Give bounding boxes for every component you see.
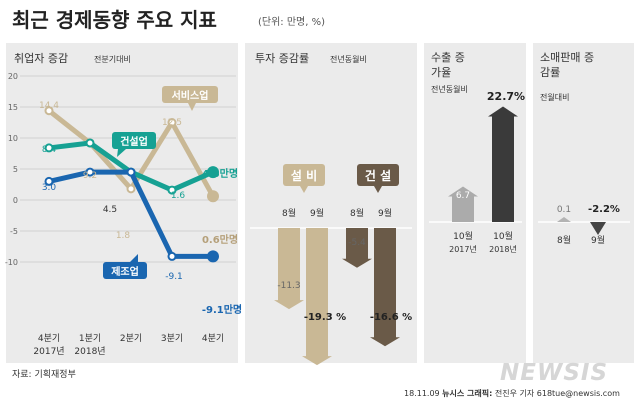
y-tick-label-6: -10 — [5, 258, 18, 267]
x-tick-label-4: 4분기 — [202, 333, 224, 344]
legend-construction: 건설업 — [120, 135, 148, 148]
retail-cat-0: 8월 — [557, 234, 571, 246]
legend-services-pointer — [188, 103, 196, 111]
point-1-4 — [207, 166, 219, 179]
group-badge-1-pointer — [374, 186, 382, 193]
export-cat-year-1: 2018년 — [489, 244, 517, 254]
group-badge-0-bg — [283, 164, 325, 186]
data-label-0-0: 14.4 — [39, 101, 59, 111]
data-label-0-3: 12.5 — [162, 118, 182, 128]
x-tick-label-3: 3분기 — [161, 333, 183, 344]
data-label-1-2: 4.5 — [103, 205, 117, 215]
investment-bar-0-1 — [302, 228, 332, 366]
y-tick-label-0: 20 — [8, 72, 18, 81]
y-tick-label-3: 5 — [13, 165, 18, 174]
legend-construction-bg — [112, 132, 156, 149]
employment-title: 취업자 증감 — [14, 52, 69, 65]
investment-bar-0-0 — [274, 228, 304, 310]
export-cat-0: 10월 — [453, 230, 473, 242]
data-label-2-4: -9.1만명 — [202, 303, 242, 316]
investment-cat-1-0: 8월 — [350, 207, 364, 219]
legend-manufacturing: 제조업 — [111, 265, 139, 278]
investment-cat-0-0: 8월 — [282, 207, 296, 219]
group-badge-1: 건 설 — [365, 168, 391, 183]
point-2-1 — [85, 167, 95, 177]
data-label-1-0: 8.4 — [42, 145, 57, 155]
point-2-0 — [44, 176, 54, 186]
legend-manufacturing-bg — [103, 262, 147, 279]
export-cat-year-0: 2017년 — [449, 244, 477, 254]
retail-panel — [533, 43, 634, 363]
investment-cat-0-1: 9월 — [310, 207, 324, 219]
x-tick-label-2: 2분기 — [120, 333, 142, 344]
unit-note: (단위: 만명, %) — [258, 17, 326, 28]
investment-bar-1-1 — [370, 228, 400, 347]
employment-subtitle: 전분기대비 — [94, 55, 131, 64]
credit-author: 전진우 기자 618tue@newsis.com — [494, 389, 620, 398]
legend-construction-pointer — [117, 149, 126, 157]
point-1-3 — [167, 185, 177, 195]
source-note: 자료: 기획재정부 — [12, 370, 76, 380]
investment-cat-1-1: 9월 — [378, 207, 392, 219]
data-label-0-4: 0.6만명 — [202, 233, 238, 246]
credit-line: 18.11.09 뉴시스 그래픽: 전진우 기자 618tue@newsis.c… — [404, 390, 620, 398]
group-badge-0-pointer — [300, 186, 308, 193]
investment-label-1-1: -16.6 % — [370, 312, 412, 323]
export-cat-1: 10월 — [493, 230, 513, 242]
retail-bar-0 — [557, 217, 571, 222]
export-label-1: 22.7% — [487, 90, 525, 103]
point-1-1 — [85, 138, 95, 148]
x-tick-sublabel-1: 2018년 — [74, 346, 105, 357]
investment-label-0-1: -19.3 % — [304, 312, 346, 323]
point-2-3 — [167, 251, 177, 261]
export-subtitle: 전년동월비 — [431, 85, 468, 94]
investment-title: 투자 증감률 — [255, 52, 310, 65]
data-label-0-2: 1.8 — [116, 231, 131, 241]
legend-manufacturing-pointer — [130, 254, 138, 262]
point-2-2 — [126, 167, 136, 177]
credit-agency: 뉴시스 그래픽: — [442, 389, 493, 398]
x-tick-label-1: 1분기 — [79, 333, 101, 344]
export-bar-1 — [488, 106, 518, 222]
export-title: 수출 증가율 — [431, 51, 465, 79]
point-1-0 — [44, 143, 54, 153]
y-tick-label-1: 15 — [8, 103, 18, 112]
investment-bar-1-0 — [342, 228, 372, 268]
retail-label-0: 0.1 — [557, 205, 571, 215]
point-0-4 — [207, 190, 219, 203]
investment-subtitle: 전년동월비 — [330, 55, 367, 64]
point-0-2 — [126, 184, 136, 194]
data-label-1-3: 1.6 — [171, 191, 186, 201]
newsis-logo: NEWSIS — [500, 360, 609, 386]
retail-subtitle: 전월대비 — [540, 93, 570, 102]
legend-services: 서비스업 — [172, 89, 209, 102]
group-badge-0: 설 비 — [291, 168, 317, 183]
export-bar-0 — [448, 186, 478, 222]
point-2-4 — [207, 250, 219, 263]
point-0-3 — [167, 118, 177, 127]
retail-cat-1: 9월 — [591, 234, 605, 246]
data-label-0-1: 9.2 — [83, 171, 97, 181]
group-badge-1-bg — [357, 164, 399, 186]
credit-date: 18.11.09 — [404, 389, 440, 398]
y-tick-label-2: 10 — [8, 134, 18, 143]
investment-label-1-0: -5.4 — [348, 238, 366, 248]
retail-title: 소매판매 증감률 — [540, 51, 595, 79]
investment-label-0-0: -11.3 — [277, 281, 300, 291]
x-tick-sublabel-0: 2017년 — [33, 346, 64, 357]
data-label-2-3: -9.1 — [165, 272, 183, 282]
export-label-0: 6.7 — [456, 191, 470, 201]
y-tick-label-5: -5 — [10, 227, 18, 236]
y-tick-label-4: 0 — [13, 196, 18, 205]
page-title: 최근 경제동향 주요 지표 — [12, 8, 217, 32]
retail-bar-1 — [590, 222, 606, 235]
legend-services-bg — [162, 86, 218, 103]
data-label-1-4: 4.5만명 — [202, 167, 238, 180]
retail-label-1: -2.2% — [588, 204, 620, 215]
point-0-0 — [44, 106, 54, 116]
data-label-2-0: 3.0 — [42, 183, 57, 193]
x-tick-label-0: 4분기 — [38, 333, 60, 344]
